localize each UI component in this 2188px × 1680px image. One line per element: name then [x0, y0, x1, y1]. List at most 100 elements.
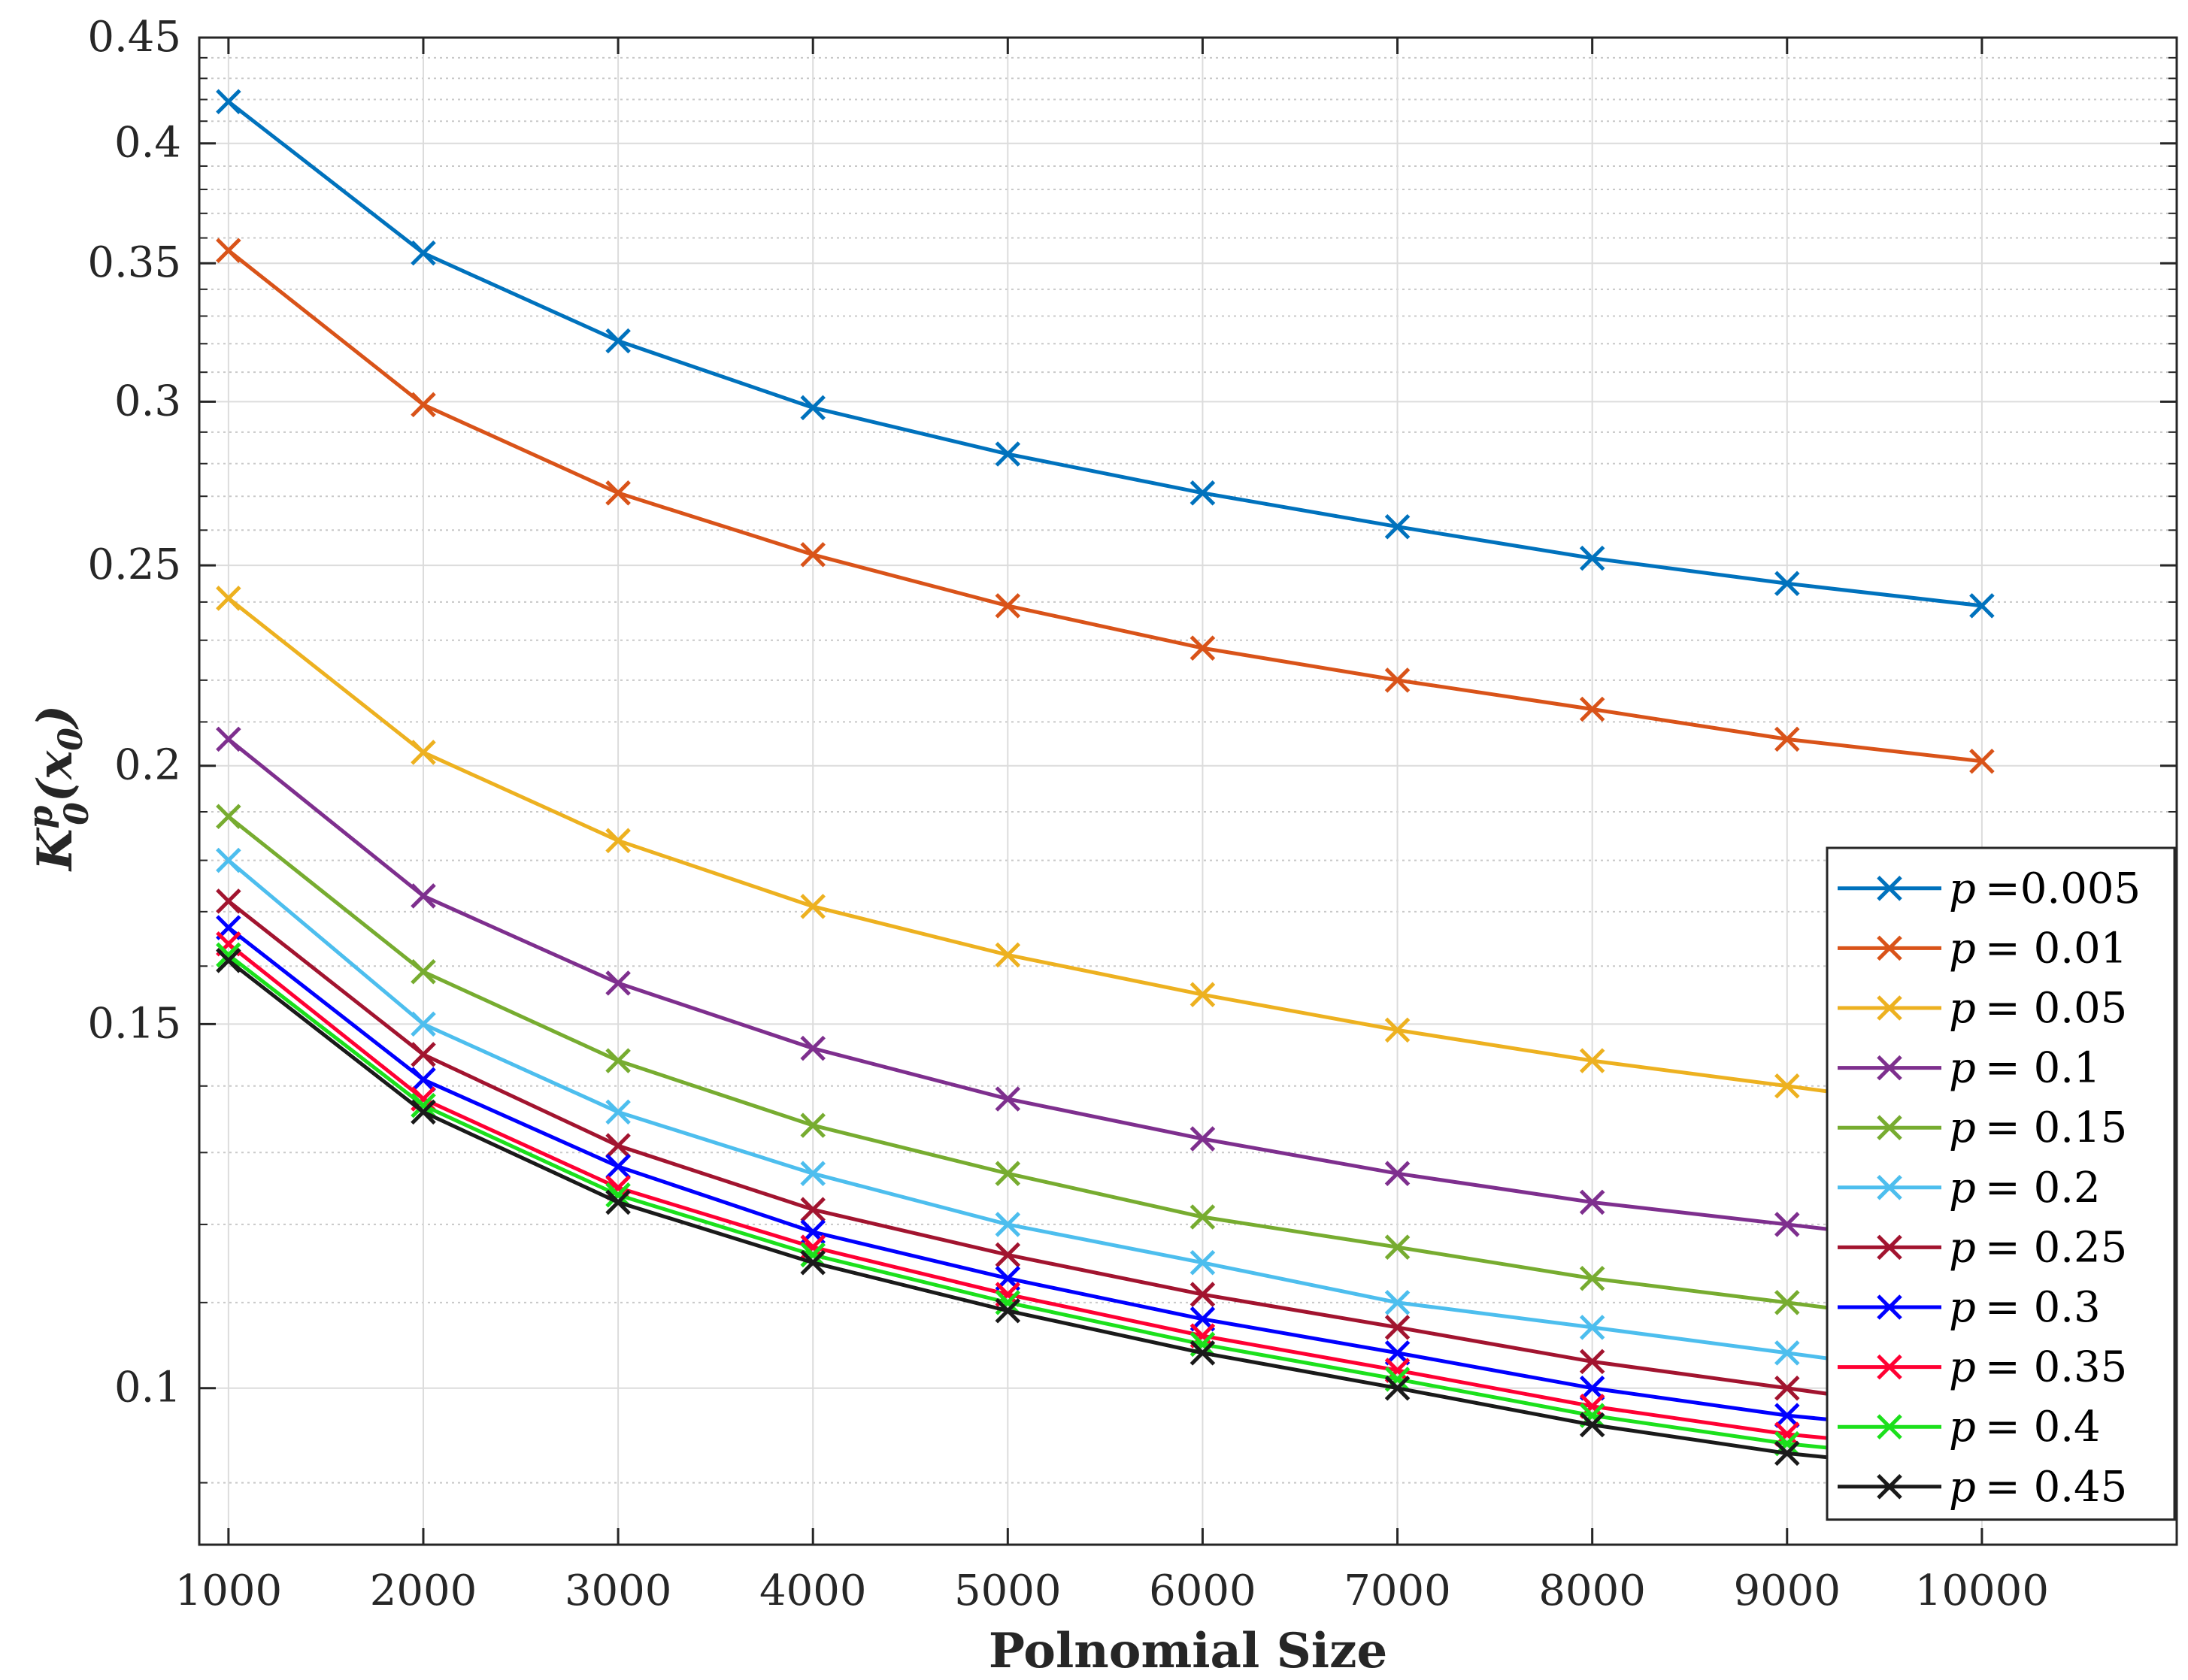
legend-marker — [1877, 876, 1902, 901]
series-line — [227, 858, 1983, 1382]
data-point — [1189, 480, 1216, 506]
data-point — [800, 1035, 826, 1061]
legend-label: p = 0.05 — [1949, 984, 2127, 1033]
data-point — [800, 894, 826, 919]
legend-marker — [1877, 1055, 1902, 1081]
x-tick-label: 7000 — [1344, 1566, 1451, 1615]
legend-label: p = 0.15 — [1949, 1103, 2127, 1152]
series-line — [227, 953, 1983, 1465]
legend-label: p = 0.4 — [1949, 1403, 2101, 1451]
series-line — [227, 942, 1983, 1455]
data-point — [995, 441, 1021, 467]
legend-marker — [1877, 1175, 1902, 1200]
legend-marker — [1877, 1414, 1902, 1439]
axes-box — [198, 36, 2178, 1546]
data-point — [411, 740, 436, 765]
data-point — [411, 1067, 436, 1093]
y-axis-title-arg: (x — [27, 750, 83, 802]
data-point — [995, 1242, 1021, 1268]
data-point — [1969, 593, 1995, 619]
series-line — [227, 100, 1983, 608]
legend-label: p = 0.1 — [1949, 1044, 2101, 1093]
series-p-0.05 — [216, 586, 1995, 1125]
data-point — [1384, 1375, 1411, 1401]
data-point — [1189, 1250, 1216, 1276]
legend: p =0.005 p = 0.01 p = 0.05 p = 0.1 p = 0.15 p = 0.2… — [1826, 846, 2176, 1521]
legend-label: p =0.005 — [1949, 864, 2141, 913]
data-point — [216, 89, 241, 115]
data-point — [1384, 1017, 1411, 1043]
y-tick-label: 0.15 — [87, 999, 181, 1048]
data-point — [411, 1011, 436, 1037]
y-axis-title-base: K — [27, 827, 83, 872]
series-line — [227, 926, 1983, 1436]
data-point — [411, 240, 436, 266]
data-point — [1189, 635, 1216, 661]
series-line — [227, 596, 1983, 1114]
y-tick-label: 0.35 — [87, 238, 181, 287]
data-point — [995, 593, 1021, 619]
data-point — [1384, 1315, 1411, 1340]
data-point — [1774, 1212, 1800, 1237]
series-line — [227, 899, 1983, 1418]
x-tick-label: 10000 — [1915, 1566, 2049, 1615]
legend-item: p = 0.25 — [1838, 1223, 2127, 1272]
series-p-0.1 — [216, 726, 1995, 1260]
data-point — [995, 1161, 1021, 1186]
data-point — [800, 1161, 826, 1186]
data-point — [1579, 1265, 1605, 1291]
tick-labels: 1000 2000 3000 4000 5000 6000 7000 8000 9000 1000… — [87, 13, 2049, 1615]
data-point — [216, 948, 241, 973]
legend-marker — [1877, 935, 1902, 961]
x-tick-label: 8000 — [1538, 1566, 1646, 1615]
series-line — [227, 737, 1983, 1249]
data-point — [216, 942, 241, 968]
y-tick-label: 0.4 — [114, 119, 181, 168]
y-tick-label: 0.25 — [87, 540, 181, 589]
data-point — [1384, 513, 1411, 540]
legend-label: p = 0.3 — [1949, 1283, 2101, 1332]
y-tick-label: 0.1 — [114, 1364, 181, 1412]
data-point — [605, 1099, 631, 1125]
legend-marker — [1877, 1234, 1902, 1261]
data-point — [995, 942, 1021, 968]
data-point — [1579, 1189, 1605, 1215]
data-point — [800, 1197, 826, 1222]
y-tick-label: 0.2 — [114, 741, 181, 790]
data-point — [411, 883, 436, 909]
data-point — [605, 480, 631, 506]
data-point — [216, 586, 241, 611]
data-point — [1384, 667, 1411, 693]
data-point — [1774, 726, 1800, 752]
data-point — [1774, 571, 1800, 597]
data-point — [1579, 545, 1605, 571]
legend-item: p = 0.01 — [1838, 924, 2127, 973]
data-point — [1579, 1375, 1605, 1401]
data-point — [411, 392, 436, 418]
data-point — [216, 847, 241, 873]
data-point — [800, 542, 826, 568]
x-tick-label: 2000 — [370, 1566, 477, 1615]
data-point — [411, 1092, 436, 1118]
data-point — [1774, 1290, 1800, 1315]
data-point — [995, 1086, 1021, 1112]
data-point — [411, 1042, 436, 1067]
data-point — [1579, 1349, 1605, 1375]
data-point — [411, 958, 436, 985]
data-point — [800, 1112, 826, 1138]
y-axis-title-sup: p — [22, 806, 60, 829]
legend-label: p = 0.01 — [1949, 924, 2127, 973]
data-point — [995, 1212, 1021, 1237]
data-point — [1579, 1315, 1605, 1340]
x-tick-label: 4000 — [759, 1566, 867, 1615]
data-point — [216, 238, 241, 264]
data-point — [605, 1154, 631, 1179]
series-p-0.01 — [216, 238, 1995, 774]
x-axis-title: Polnomial Size — [989, 1623, 1387, 1679]
x-tick-label: 9000 — [1734, 1566, 1841, 1615]
data-point — [1774, 1073, 1800, 1099]
series-line — [227, 815, 1983, 1330]
legend-item: p = 0.4 — [1838, 1403, 2101, 1451]
legend-item: p = 0.15 — [1838, 1103, 2127, 1152]
